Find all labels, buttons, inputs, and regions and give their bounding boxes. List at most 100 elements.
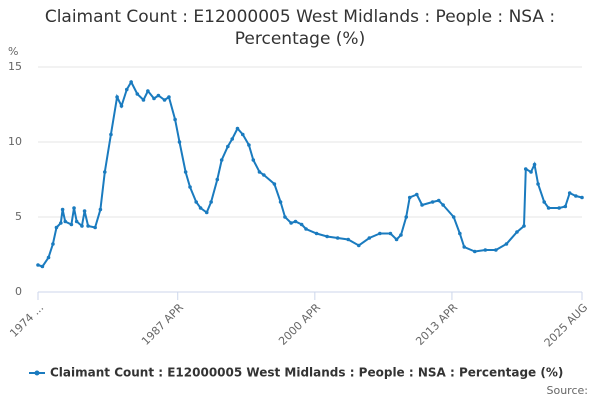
point [399,233,403,237]
point [226,144,230,149]
point [86,224,90,228]
point [257,170,262,174]
point [462,245,467,249]
point [515,230,519,234]
point [420,203,424,207]
point [173,117,177,122]
point [146,89,150,93]
legend-label: Claimant Count : E12000005 West Midlands… [50,366,563,380]
point [299,222,304,227]
point [162,98,167,102]
y-tick-label: 10 [8,135,22,148]
point [156,93,161,98]
point [115,95,119,99]
point [209,200,213,204]
point [98,207,103,212]
point [314,231,319,236]
point [219,158,224,162]
point [289,221,293,225]
point [74,219,79,224]
point [198,206,203,210]
point [546,206,551,210]
point [72,206,76,210]
y-tick-label: 5 [15,210,22,223]
point [188,185,192,189]
point [414,192,419,197]
point [504,242,509,246]
point [129,80,133,84]
point [235,126,240,131]
point [335,236,340,240]
point [404,215,409,219]
point [60,207,65,212]
point [483,248,488,252]
point [272,182,277,186]
point [135,92,140,96]
point [251,158,256,162]
point [532,162,537,167]
point [542,200,547,204]
point [36,263,40,267]
point [124,87,129,92]
y-tick-label: 15 [8,60,22,73]
point [278,200,283,204]
point [346,237,351,242]
point [388,231,393,236]
point [194,200,198,204]
point [141,98,146,102]
y-tick-label: 0 [15,285,22,298]
point [304,227,308,231]
x-tick-label: 2000 APR [276,301,323,348]
point [494,248,498,252]
point [230,137,235,141]
point [356,243,361,248]
point [183,170,188,174]
point [109,132,113,137]
point [522,224,526,228]
x-tick-label: 2025 AUG [542,301,591,350]
point [293,219,298,224]
point [177,140,182,144]
point [441,203,445,207]
point [54,225,59,230]
point [215,177,220,182]
point [69,222,74,227]
point [574,194,578,198]
point [325,234,329,239]
legend-marker [34,370,40,376]
point [394,237,399,242]
x-tick-label: 1974 ... [7,301,46,340]
point [102,170,107,174]
point [436,198,441,203]
chart-title: Claimant Count : E12000005 West Midlands… [44,7,556,49]
point [557,206,561,210]
point [167,95,171,99]
point [430,200,435,204]
point [46,255,51,260]
point [40,264,45,269]
point [536,182,540,186]
point [80,224,84,228]
x-tick-label: 2013 APR [413,301,460,348]
point [59,221,63,225]
point [119,104,124,108]
point [407,195,412,200]
point [451,215,456,219]
point [283,215,287,219]
point [63,219,68,224]
point [563,204,568,209]
point [152,96,156,101]
x-tick-label: 1987 APR [139,301,186,348]
point [472,249,477,254]
point [240,132,245,137]
point [51,242,55,246]
source: Source: [547,384,589,397]
point [529,170,533,174]
point [204,210,209,215]
point [378,231,382,236]
point [367,236,372,240]
point [523,167,528,171]
point [567,191,572,195]
